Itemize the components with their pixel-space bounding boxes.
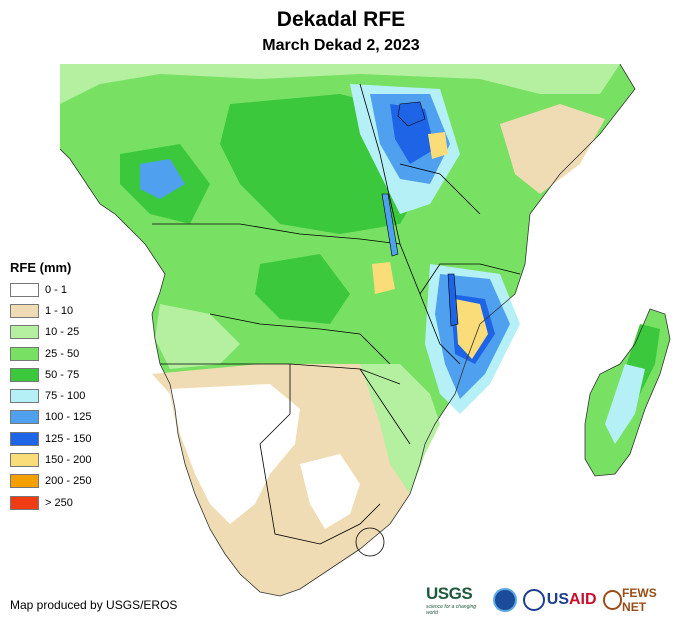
rfe-100-125-west: [140, 159, 185, 199]
legend-item: 1 - 10: [10, 300, 91, 321]
legend-label: 125 - 150: [45, 432, 92, 445]
usgs-logo: USGS science for a changing world: [426, 584, 477, 616]
lake-tanganyika: [381, 193, 399, 257]
legend-label: 25 - 50: [45, 347, 80, 360]
legend-item: 100 - 125: [10, 407, 91, 428]
noaa-logo: [493, 588, 517, 612]
very-dry-core: [170, 384, 300, 524]
rfe-150-200-north: [428, 132, 448, 159]
legend-title: RFE (mm): [10, 260, 72, 275]
logo-strip: USGS science for a changing world USAID …: [426, 584, 682, 616]
legend-label: 0 - 1: [45, 283, 68, 296]
legend-item: 125 - 150: [10, 428, 91, 449]
legend-swatch: [10, 325, 39, 340]
rfe-150-200-se: [455, 299, 488, 359]
credit-text: Map produced by USGS/EROS: [10, 598, 178, 612]
legend-swatch: [10, 453, 39, 468]
legend-item: 25 - 50: [10, 343, 91, 364]
legend-swatch: [10, 303, 39, 318]
legend-item: 200 - 250: [10, 471, 91, 492]
legend-item: 10 - 25: [10, 322, 91, 343]
legend-swatch: [10, 431, 39, 446]
legend-swatch: [10, 367, 39, 382]
legend: RFE (mm) 0 - 1 1 - 10 10 - 25 25 - 50 50 - 7…: [10, 260, 91, 513]
legend-label: 50 - 75: [45, 368, 80, 381]
legend-swatch: [10, 389, 39, 404]
dry-east: [500, 104, 605, 194]
rfe-75-100-mad: [605, 364, 645, 444]
legend-label: 150 - 200: [45, 454, 92, 467]
usaid-logo: USAID: [522, 589, 597, 611]
lake-victoria: [397, 101, 426, 127]
legend-item: 50 - 75: [10, 364, 91, 385]
very-dry-core-2: [300, 454, 360, 529]
map-subtitle: March Dekad 2, 2023: [262, 37, 420, 54]
legend-label: 10 - 25: [45, 326, 80, 339]
legend-label: 1 - 10: [45, 304, 74, 317]
map-title: Dekadal RFE: [276, 8, 406, 31]
lake-malawi: [447, 273, 459, 327]
legend-item: 0 - 1: [10, 279, 91, 300]
country-borders: [152, 83, 521, 557]
legend-swatch: [10, 410, 39, 425]
wet-south-central: [255, 254, 350, 324]
transition-west: [155, 304, 240, 369]
rainfall-map: [60, 64, 671, 597]
legend-swatch: [10, 495, 39, 510]
legend-item: 150 - 200: [10, 449, 91, 470]
fews-net-logo: FEWS NET: [602, 586, 682, 614]
legend-label: 100 - 125: [45, 411, 92, 424]
coastline: [60, 64, 636, 597]
legend-label: 200 - 250: [45, 475, 92, 488]
rfe-150-200-mid: [372, 262, 395, 294]
legend-label: 75 - 100: [45, 390, 86, 403]
legend-swatch: [10, 474, 39, 489]
usaid-seal-icon: [522, 589, 545, 611]
legend-item: > 250: [10, 492, 91, 513]
fews-ring-icon: [602, 590, 623, 610]
legend-item: 75 - 100: [10, 385, 91, 406]
madagascar-coast: [584, 308, 671, 477]
dry-north: [60, 64, 620, 104]
legend-swatch: [10, 346, 39, 361]
legend-label: > 250: [45, 496, 73, 509]
legend-swatch: [10, 282, 39, 297]
